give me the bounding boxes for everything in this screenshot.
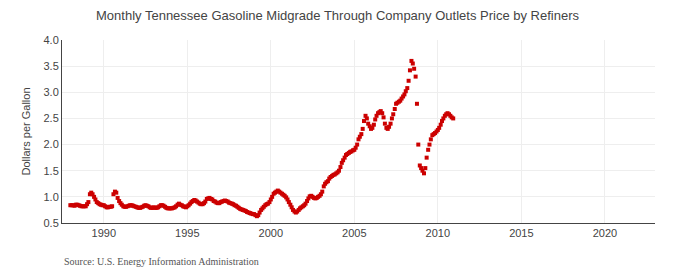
svg-text:2.0: 2.0 bbox=[44, 138, 59, 150]
svg-text:3.0: 3.0 bbox=[44, 86, 59, 98]
svg-text:Dollars per Gallon: Dollars per Gallon bbox=[20, 87, 32, 175]
svg-text:Monthly Tennessee Gasoline Mid: Monthly Tennessee Gasoline Midgrade Thro… bbox=[96, 8, 579, 23]
svg-text:1990: 1990 bbox=[92, 227, 116, 239]
svg-text:0.5: 0.5 bbox=[44, 217, 59, 229]
svg-text:4.0: 4.0 bbox=[44, 34, 59, 46]
svg-text:1.0: 1.0 bbox=[44, 191, 59, 203]
svg-text:Source: U.S. Energy Informatio: Source: U.S. Energy Information Administ… bbox=[64, 256, 259, 267]
svg-text:3.5: 3.5 bbox=[44, 60, 59, 72]
svg-text:2020: 2020 bbox=[593, 227, 617, 239]
svg-text:2.5: 2.5 bbox=[44, 112, 59, 124]
svg-text:2010: 2010 bbox=[426, 227, 450, 239]
svg-text:2005: 2005 bbox=[342, 227, 366, 239]
svg-text:2000: 2000 bbox=[259, 227, 283, 239]
svg-text:2015: 2015 bbox=[509, 227, 533, 239]
svg-text:1995: 1995 bbox=[175, 227, 199, 239]
svg-text:1.5: 1.5 bbox=[44, 165, 59, 177]
